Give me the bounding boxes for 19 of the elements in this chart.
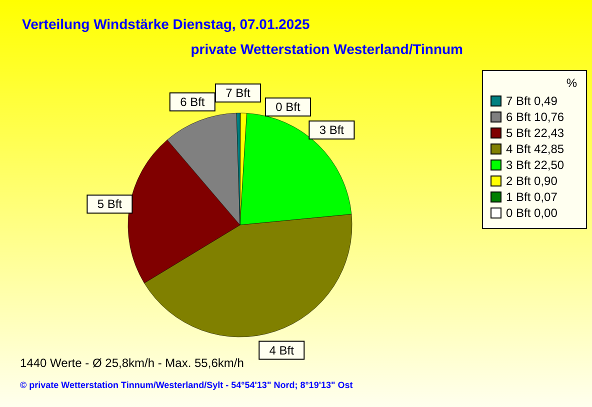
text: 6 Bft 10,76 [506, 110, 564, 124]
slice-label: 6 Bft [180, 94, 206, 109]
slice-label: 3 Bft [319, 123, 345, 138]
chart-title: Verteilung Windstärke Dienstag, 07.01.2025 [22, 16, 310, 32]
text: 4 Bft 42,85 [506, 142, 564, 156]
category-label: 0 Bft [276, 100, 300, 114]
text: 3 Bft 22,50 [506, 158, 564, 172]
text: 1440 Werte - Ø 25,8km/h - Max. 55,6km/h [20, 356, 244, 370]
slice-label: 7 Bft [226, 86, 251, 100]
text: © private Wetterstation Tinnum/Westerland/Sylt - 54°54'13" Nord; 8°19'13" Ost [20, 380, 353, 390]
slice-label: 5 Bft [97, 197, 123, 212]
text: 5 Bft 22,43 [506, 126, 564, 140]
text: 7 Bft 0,49 [506, 94, 558, 108]
slice-label: 4 Bft [269, 343, 295, 358]
legend-label: 1 Bft 0,07 [506, 190, 558, 204]
legend-label: 2 Bft 0,90 [506, 174, 558, 188]
legend-title: % [566, 76, 578, 90]
text: 0 Bft 0,00 [506, 206, 558, 220]
chart-subtitle: private Wetterstation Westerland/Tinnum [190, 41, 463, 57]
